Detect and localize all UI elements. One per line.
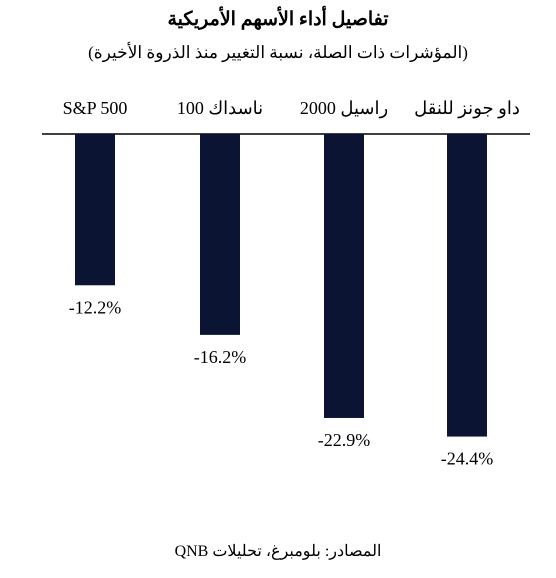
category-label: S&P 500 (63, 98, 128, 118)
chart-title: تفاصيل أداء الأسهم الأمريكية (167, 9, 389, 30)
chart-subtitle: (المؤشرات ذات الصلة، نسبة التغيير منذ ال… (88, 43, 468, 62)
source-note: المصادر: بلومبرغ، تحليلات QNB (174, 543, 382, 560)
category-label: داو جونز للنقل (414, 98, 520, 119)
data-label: -16.2% (194, 347, 247, 367)
bar (200, 134, 240, 335)
data-label: -22.9% (318, 430, 371, 450)
category-label: راسيل 2000 (300, 98, 388, 119)
category-label: ناسداك 100 (177, 98, 263, 118)
bar (75, 134, 115, 286)
bar (324, 134, 364, 418)
data-label: -24.4% (441, 449, 494, 469)
data-label: -12.2% (69, 297, 122, 317)
bar (447, 134, 487, 437)
